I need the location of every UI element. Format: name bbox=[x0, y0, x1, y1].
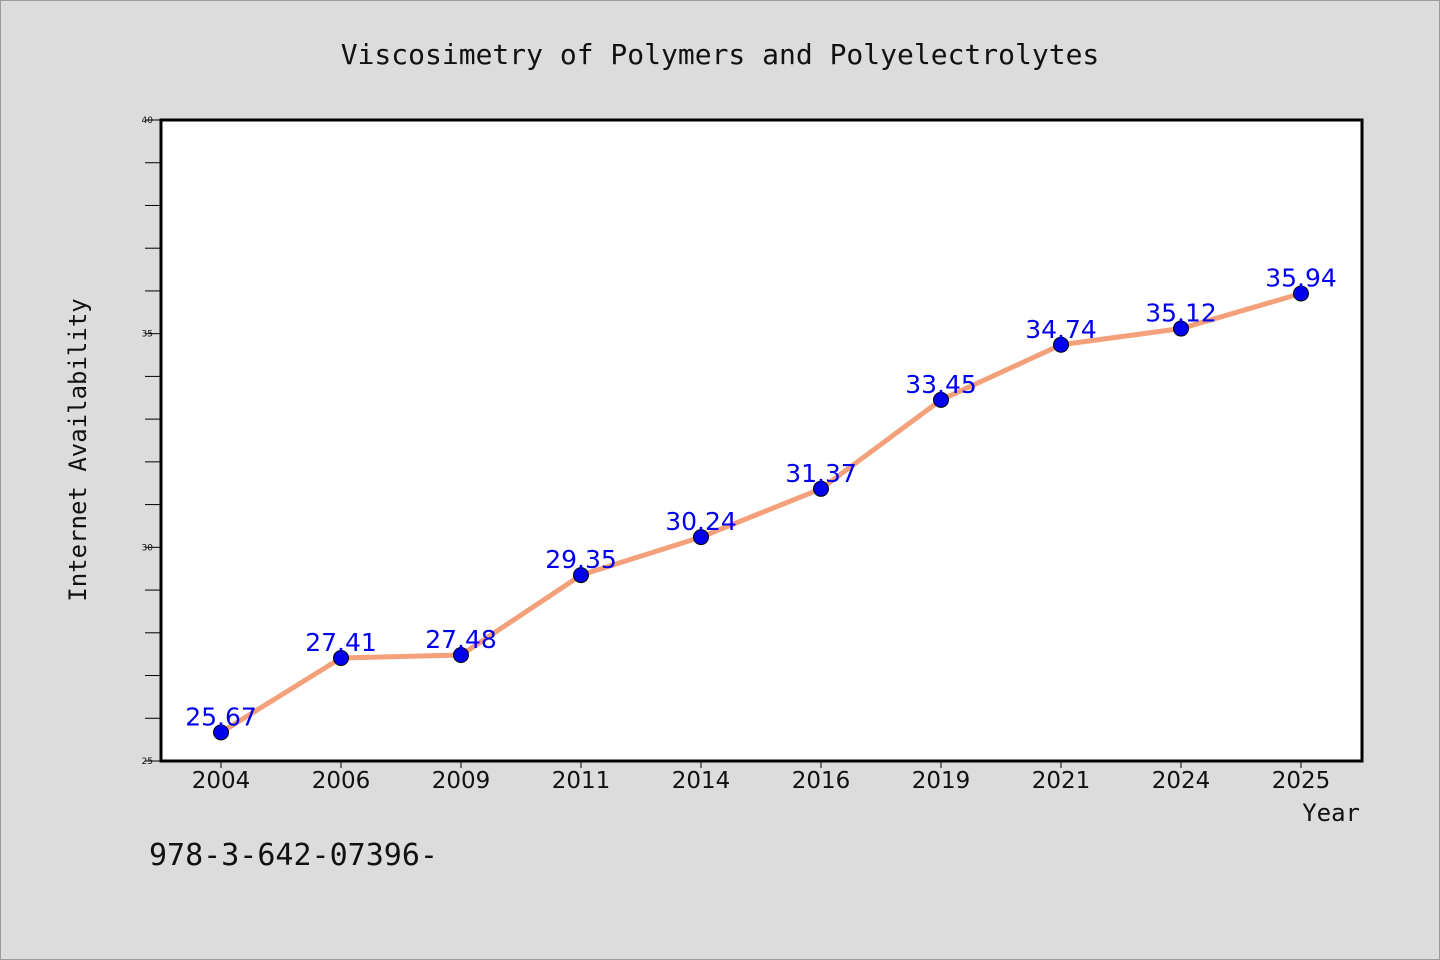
data-label: 34.74 bbox=[1025, 315, 1097, 344]
x-tick-label: 2019 bbox=[912, 768, 971, 794]
y-tick-label: 35 bbox=[142, 330, 153, 340]
data-point bbox=[333, 650, 349, 667]
data-point bbox=[693, 529, 709, 546]
data-label: 29.35 bbox=[545, 545, 617, 574]
data-point bbox=[453, 647, 469, 664]
data-label: 25.67 bbox=[185, 702, 257, 731]
data-labels-group: 25.67 27.41 27.48 29.35 30.24 31.37 33.45 34.74… bbox=[185, 263, 1337, 731]
x-tick-label: 2014 bbox=[672, 768, 731, 794]
data-point bbox=[813, 480, 829, 497]
footer-isbn-text: 978-3-642-07396- bbox=[149, 838, 438, 873]
y-tick-label: 25 bbox=[142, 757, 153, 767]
y-tick-label: 40 bbox=[142, 116, 154, 126]
data-point bbox=[1053, 336, 1069, 353]
x-tick-label: 2011 bbox=[552, 768, 611, 794]
data-label: 30.24 bbox=[665, 507, 737, 536]
x-tick-label: 2004 bbox=[192, 768, 251, 794]
data-label: 35.12 bbox=[1145, 299, 1217, 328]
x-tick-label: 2021 bbox=[1032, 768, 1091, 794]
y-axis-label: Internet Availability bbox=[64, 298, 92, 601]
chart-title: Viscosimetry of Polymers and Polyelectro… bbox=[341, 38, 1100, 71]
data-label: 35.94 bbox=[1265, 263, 1337, 292]
x-axis-label: Year bbox=[1302, 799, 1360, 827]
data-label: 31.37 bbox=[785, 459, 857, 488]
series-line bbox=[218, 290, 1304, 735]
x-tick-label: 2016 bbox=[792, 768, 851, 794]
x-tick-label: 2024 bbox=[1152, 768, 1211, 794]
series-group bbox=[213, 285, 1309, 741]
x-axis: 2004 2006 2009 2011 2014 2016 2019 2021 2024 2025 bbox=[192, 761, 1331, 794]
plot-area bbox=[159, 118, 1364, 763]
x-tick-label: 2025 bbox=[1272, 768, 1331, 794]
data-label: 27.48 bbox=[425, 625, 497, 654]
x-tick-label: 2006 bbox=[312, 768, 371, 794]
data-point bbox=[1173, 320, 1189, 337]
data-point bbox=[933, 391, 949, 408]
data-point bbox=[1293, 285, 1309, 302]
data-point bbox=[573, 567, 589, 584]
data-label: 27.41 bbox=[305, 628, 377, 657]
y-axis: 25 30 35 40 bbox=[142, 116, 161, 767]
data-point bbox=[213, 724, 229, 741]
y-tick-label: 30 bbox=[142, 543, 154, 553]
x-tick-label: 2009 bbox=[432, 768, 491, 794]
data-label: 33.45 bbox=[905, 370, 977, 399]
